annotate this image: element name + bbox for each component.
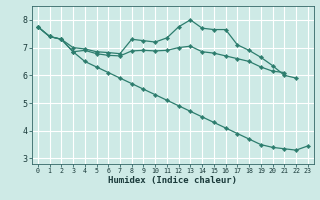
- X-axis label: Humidex (Indice chaleur): Humidex (Indice chaleur): [108, 176, 237, 185]
